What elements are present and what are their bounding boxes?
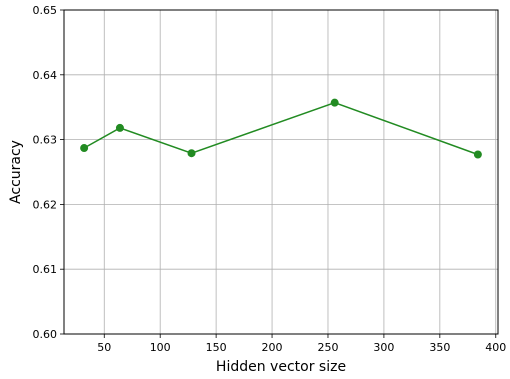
y-tick-label: 0.62 bbox=[33, 198, 58, 211]
y-tick-label: 0.61 bbox=[33, 263, 58, 276]
series-layer bbox=[80, 98, 482, 159]
y-tick-label: 0.60 bbox=[33, 328, 58, 341]
y-tick-label: 0.63 bbox=[33, 134, 58, 147]
x-tick-label: 100 bbox=[150, 341, 171, 354]
x-tick-label: 350 bbox=[429, 341, 450, 354]
axes-frame bbox=[63, 9, 499, 335]
x-tick-label: 250 bbox=[317, 341, 338, 354]
data-point bbox=[187, 149, 196, 158]
x-tick-label: 150 bbox=[206, 341, 227, 354]
x-tick-label: 300 bbox=[373, 341, 394, 354]
data-point bbox=[115, 123, 124, 132]
tick-layer: 50 100 150 200 250 300 350 400 0.60 0.61 0.62 0.63 0… bbox=[33, 4, 507, 354]
x-tick-label: 400 bbox=[485, 341, 506, 354]
y-tick-label: 0.64 bbox=[33, 69, 58, 82]
y-axis-label: Accuracy bbox=[8, 140, 24, 204]
y-tick-label: 0.65 bbox=[33, 4, 58, 17]
x-axis-label: Hidden vector size bbox=[216, 359, 346, 375]
x-tick-label: 200 bbox=[262, 341, 283, 354]
plot-area bbox=[64, 10, 498, 334]
data-point bbox=[80, 144, 89, 153]
x-tick-label: 50 bbox=[97, 341, 111, 354]
data-point bbox=[473, 150, 482, 159]
data-point bbox=[330, 98, 339, 107]
